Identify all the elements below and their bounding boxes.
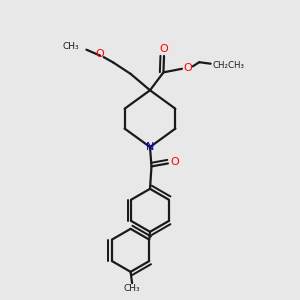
Text: O: O bbox=[170, 157, 179, 167]
Text: O: O bbox=[95, 49, 104, 58]
Text: CH₃: CH₃ bbox=[124, 284, 140, 293]
Text: CH₃: CH₃ bbox=[63, 42, 79, 51]
Text: CH₂CH₃: CH₂CH₃ bbox=[212, 61, 244, 70]
Text: O: O bbox=[184, 63, 192, 73]
Text: O: O bbox=[160, 44, 168, 54]
Text: N: N bbox=[146, 142, 154, 152]
